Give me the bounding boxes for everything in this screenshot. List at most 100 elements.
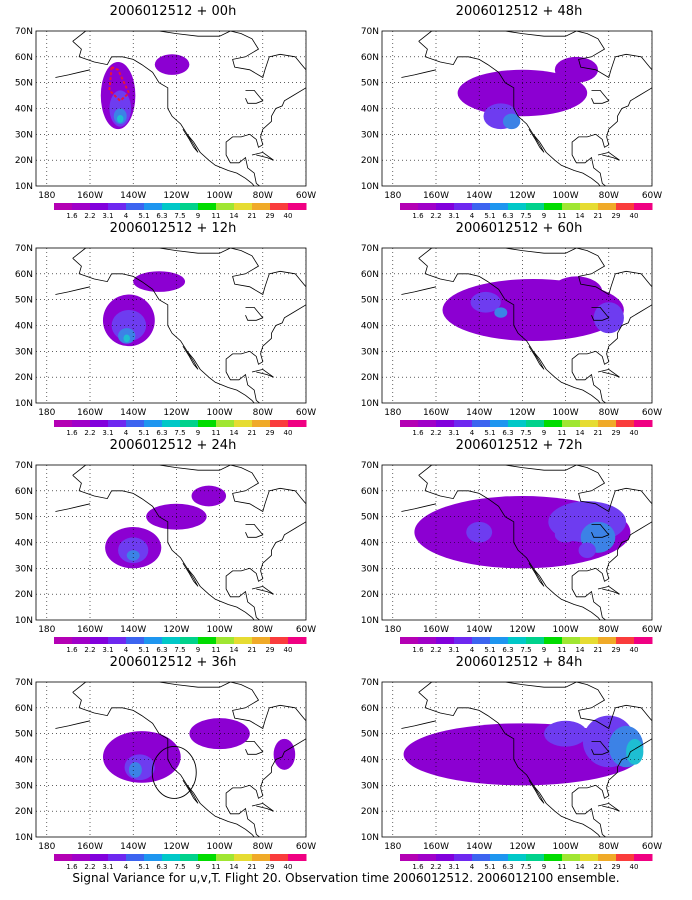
colorbar-segment [562,637,581,644]
colorbar-label: 7.5 [520,646,531,654]
colorbar-segment [144,637,163,644]
colorbar-label: 40 [284,863,293,871]
map-frame [35,30,307,187]
colorbar-segment [126,420,145,427]
lon-label: 60W [296,191,316,201]
lon-label: 80W [599,408,619,418]
coastline [55,286,91,295]
colorbar-label: 7.5 [174,429,185,437]
colorbar-segment [252,854,271,861]
coastline [401,720,437,729]
coastline [72,475,255,620]
colorbar-segment [90,203,109,210]
variance-contour [133,271,186,292]
colorbar-label: 40 [284,646,293,654]
lat-label: 70N [15,461,33,471]
colorbar-label: 14 [576,863,585,871]
colorbar-label: 29 [612,863,621,871]
colorbar-label: 6.3 [502,863,513,871]
lon-label: 180 [38,408,55,418]
coastline [418,31,652,186]
colorbar-label: 7.5 [174,863,185,871]
coastline [401,69,437,78]
variance-contour [544,720,588,747]
colorbar-segment [144,203,163,210]
variance-contour [117,114,124,123]
colorbar-segment [562,420,581,427]
colorbar-segment [234,203,253,210]
coastline [245,741,264,755]
colorbar-segment [144,854,163,861]
colorbar-label: 4 [124,212,129,220]
coastline [597,151,620,161]
lon-label: 100W [207,191,233,201]
lat-label: 70N [361,244,379,254]
colorbar-segment [454,854,473,861]
colorbar-label: 21 [248,863,257,871]
colorbar-segment [598,203,617,210]
colorbar-label: 6.3 [502,646,513,654]
lon-label: 140W [466,625,492,635]
panel-title: 2006012512 + 72h [455,438,583,453]
variance-contour [273,738,296,770]
lat-label: 30N [15,130,33,140]
lat-label: 30N [15,347,33,357]
colorbar-label: 2.2 [430,863,441,871]
variance-contour [189,718,250,750]
lon-label: 80W [599,191,619,201]
lat-label: 60N [361,53,379,63]
colorbar-segment [544,420,563,427]
panel-title: 2006012512 + 36h [109,655,237,670]
colorbar-segment [634,420,653,427]
coastline [597,585,620,595]
colorbar-segment [288,203,307,210]
lat-label: 50N [15,296,33,306]
lon-label: 80W [253,625,273,635]
colorbar-label: 2.2 [84,429,95,437]
colorbar-segment [198,420,217,427]
lon-label: 160W [423,625,449,635]
colorbar-segment [634,637,653,644]
colorbar-segment [234,637,253,644]
colorbar-label: 29 [612,646,621,654]
lat-label: 30N [361,130,379,140]
colorbar-segment [270,854,289,861]
coastline [418,465,652,620]
colorbar-segment [288,637,307,644]
colorbar-segment [418,637,437,644]
variance-contour [494,307,508,318]
colorbar-label: 11 [212,429,221,437]
colorbar-segment [598,420,617,427]
colorbar-label: 1.6 [412,212,424,220]
colorbar-segment [72,203,91,210]
colorbar-label: 11 [558,212,567,220]
colorbar-segment [72,637,91,644]
lat-label: 60N [15,270,33,280]
lon-label: 120W [163,408,189,418]
colorbar-segment [180,854,199,861]
lon-label: 120W [509,842,535,852]
colorbar-segment [580,637,599,644]
lat-label: 30N [361,347,379,357]
colorbar-label: 21 [248,429,257,437]
coastline [251,151,274,161]
lat-label: 10N [15,399,33,409]
colorbar-label: 6.3 [156,429,167,437]
lat-label: 10N [361,399,379,409]
variance-contour [470,291,501,313]
colorbar-label: 2.2 [430,212,441,220]
colorbar-segment [400,203,419,210]
lat-label: 50N [361,513,379,523]
colorbar-label: 21 [248,212,257,220]
colorbar-segment [508,637,527,644]
panel-00h: 70N 60N 50N 40N 30N 20N 10N 180 160W 140W 120W 100W… [0,0,346,220]
lon-label: 60W [296,625,316,635]
colorbar-label: 1.6 [66,429,78,437]
colorbar-label: 1.6 [412,646,424,654]
colorbar-label: 6.3 [156,863,167,871]
colorbar-segment [162,420,181,427]
colorbar-label: 4 [470,646,475,654]
colorbar-segment [418,203,437,210]
colorbar-label: 14 [230,212,239,220]
coastline [251,585,274,595]
